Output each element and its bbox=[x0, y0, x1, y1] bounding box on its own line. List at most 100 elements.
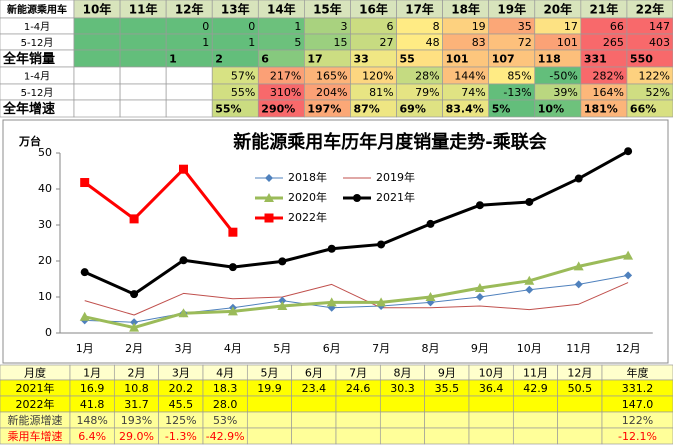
data-point bbox=[326, 297, 337, 307]
header-text: 2月 bbox=[128, 367, 146, 380]
table-cell bbox=[468, 395, 514, 413]
chart-frame bbox=[2, 119, 669, 364]
cell-text: 1 bbox=[294, 20, 301, 33]
data-point bbox=[525, 285, 534, 294]
header-text: 14年 bbox=[267, 2, 296, 17]
y-tick-label: 20 bbox=[38, 254, 52, 267]
chart-title: 新能源乘用车历年月度销量走势-乘联会 bbox=[233, 131, 546, 153]
legend-marker bbox=[264, 213, 274, 223]
data-point bbox=[574, 280, 583, 289]
table-cell bbox=[424, 395, 470, 413]
cell-text: 193% bbox=[121, 414, 152, 427]
cell-text: 403 bbox=[649, 36, 670, 49]
table-cell bbox=[119, 83, 167, 101]
table-cell bbox=[468, 427, 514, 445]
header-text: 22年 bbox=[636, 2, 665, 17]
cell-text: 2 bbox=[215, 53, 223, 66]
series-line bbox=[84, 149, 629, 296]
y-axis-label: 万台 bbox=[18, 134, 41, 148]
row-label: 5-12月 bbox=[21, 87, 54, 99]
cell-text: 45.5 bbox=[169, 398, 194, 411]
cell-text: 107 bbox=[492, 53, 515, 66]
table-cell bbox=[335, 411, 381, 429]
cell-text: 6.4% bbox=[78, 430, 106, 443]
cell-text: 29.0% bbox=[119, 430, 154, 443]
table-cell bbox=[73, 49, 121, 68]
table-cell bbox=[73, 66, 121, 85]
row-label: 全年销量 bbox=[2, 51, 55, 67]
x-tick-label: 1月 bbox=[76, 342, 94, 355]
cell-text: 83 bbox=[472, 36, 486, 49]
cell-text: 125% bbox=[165, 414, 196, 427]
table-cell bbox=[335, 395, 381, 413]
data-point bbox=[377, 240, 386, 249]
header-text: 年度 bbox=[627, 366, 649, 380]
series-line bbox=[84, 254, 629, 330]
table-cell bbox=[512, 395, 559, 413]
cell-text: 122% bbox=[622, 414, 653, 427]
cell-text: 164% bbox=[592, 86, 623, 99]
cell-text: 48 bbox=[426, 36, 440, 49]
cell-text: 217% bbox=[270, 70, 301, 83]
header-text: 17年 bbox=[405, 2, 434, 17]
header-text: 13年 bbox=[221, 2, 250, 17]
cell-text: 17 bbox=[564, 20, 578, 33]
cell-text: 74% bbox=[461, 86, 485, 99]
table-cell bbox=[379, 427, 426, 445]
cell-text: -13% bbox=[503, 86, 531, 99]
cell-text: 331.2 bbox=[622, 382, 654, 395]
cell-text: 30.3 bbox=[390, 382, 415, 395]
cell-text: 144% bbox=[454, 70, 485, 83]
cell-text: 120% bbox=[362, 70, 393, 83]
cell-text: 18.3 bbox=[213, 382, 238, 395]
header-text: 12年 bbox=[175, 2, 204, 17]
y-tick-label: 50 bbox=[38, 146, 52, 159]
cell-text: 31.7 bbox=[124, 398, 149, 411]
header-text: 11年 bbox=[129, 2, 158, 17]
data-point bbox=[278, 257, 287, 266]
header-text: 6月 bbox=[305, 367, 323, 380]
table-cell bbox=[119, 33, 167, 51]
table-cell bbox=[424, 411, 470, 429]
cell-text: 87% bbox=[353, 103, 379, 116]
legend-label: 2018年 bbox=[288, 170, 327, 184]
header-text: 新能源乘用车 bbox=[7, 3, 67, 16]
header-text: 月度 bbox=[24, 366, 46, 380]
cell-text: 55 bbox=[400, 53, 415, 66]
data-point bbox=[79, 311, 90, 321]
data-point bbox=[130, 290, 139, 299]
header-text: 3月 bbox=[172, 367, 190, 380]
table-cell bbox=[73, 99, 121, 118]
cell-text: 79% bbox=[415, 86, 439, 99]
cell-text: 27 bbox=[380, 36, 394, 49]
data-point bbox=[525, 197, 534, 206]
table-cell bbox=[165, 66, 213, 85]
cell-text: 282% bbox=[592, 70, 623, 83]
data-point bbox=[624, 271, 633, 280]
table-cell bbox=[119, 66, 167, 85]
table-cell bbox=[291, 411, 337, 429]
data-point bbox=[475, 201, 484, 210]
cell-text: 0 bbox=[202, 20, 209, 33]
y-tick-label: 40 bbox=[38, 182, 52, 195]
cell-text: 28% bbox=[415, 70, 439, 83]
legend-label: 2022年 bbox=[288, 210, 327, 224]
data-point bbox=[278, 296, 287, 305]
legend-marker bbox=[265, 174, 273, 182]
table-cell bbox=[291, 395, 337, 413]
table-cell bbox=[246, 411, 293, 429]
table-cell bbox=[512, 427, 559, 445]
header-text: 20年 bbox=[543, 2, 572, 17]
row-label: 乘用车增速 bbox=[8, 429, 63, 443]
cell-text: 55% bbox=[215, 103, 241, 116]
cell-text: 101 bbox=[446, 53, 469, 66]
table-cell bbox=[557, 427, 603, 445]
header-text: 10月 bbox=[479, 367, 504, 380]
table-cell bbox=[468, 411, 514, 429]
header-text: 16年 bbox=[359, 2, 388, 17]
x-tick-label: 12月 bbox=[616, 342, 641, 355]
data-point bbox=[130, 318, 139, 327]
data-point bbox=[277, 301, 288, 310]
cell-text: 36.4 bbox=[479, 382, 504, 395]
